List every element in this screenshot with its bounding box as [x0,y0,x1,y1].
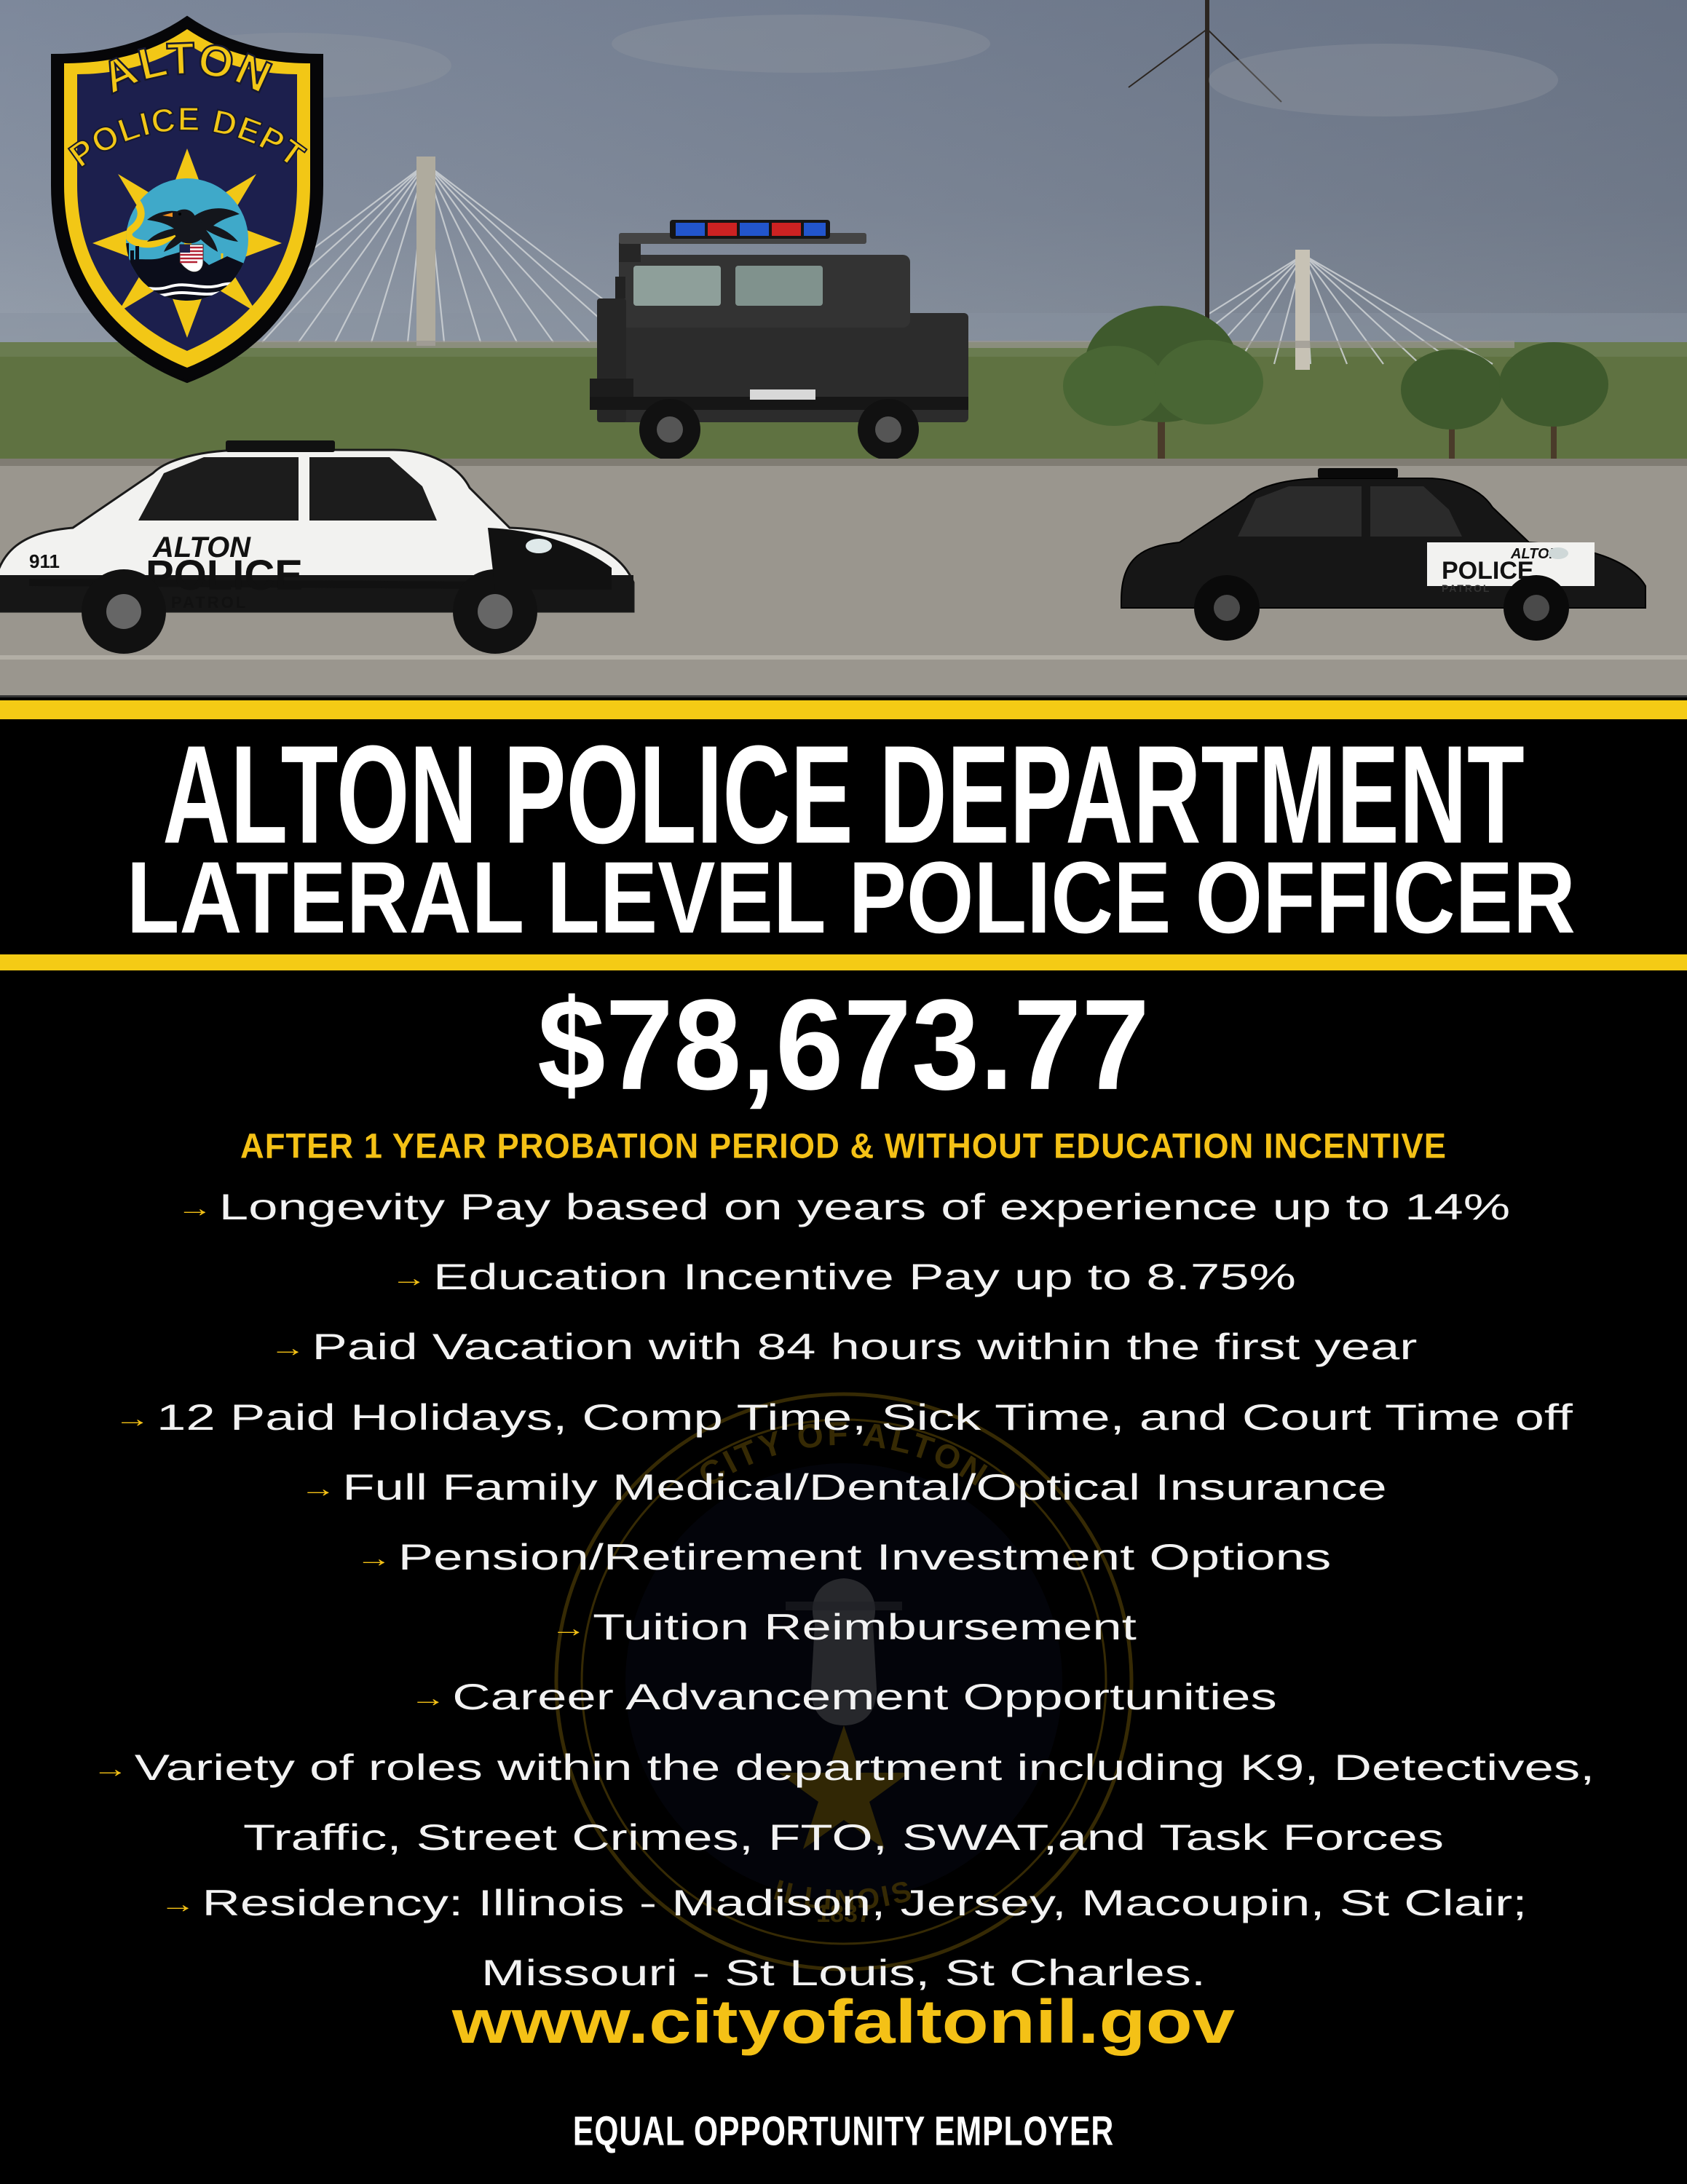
svg-text:PATROL: PATROL [171,593,248,612]
svg-text:911: 911 [29,550,60,572]
svg-text:POLICE: POLICE [146,552,303,599]
svg-text:PATROL: PATROL [1442,582,1490,594]
